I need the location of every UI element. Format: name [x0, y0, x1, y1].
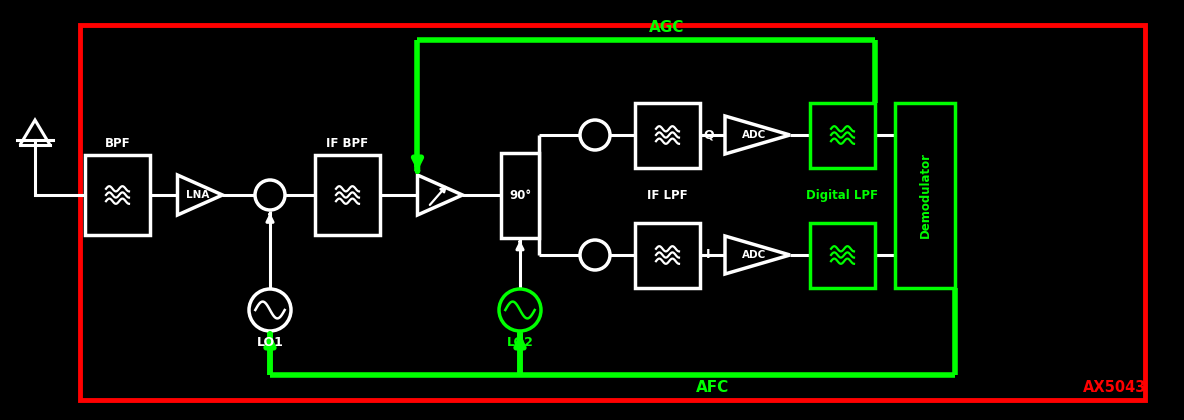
Text: I: I [706, 249, 710, 262]
Circle shape [580, 120, 610, 150]
Bar [635, 102, 700, 168]
Polygon shape [418, 175, 463, 215]
Text: LNA: LNA [186, 190, 210, 200]
Text: 90°: 90° [509, 189, 532, 202]
Polygon shape [725, 236, 790, 274]
Text: Q: Q [703, 129, 714, 142]
Text: ADC: ADC [742, 130, 766, 140]
Polygon shape [725, 116, 790, 154]
Text: IF BPF: IF BPF [327, 136, 368, 150]
Text: ADC: ADC [742, 250, 766, 260]
Bar [810, 102, 875, 168]
Text: BPF: BPF [104, 136, 130, 150]
Text: IF LPF: IF LPF [648, 189, 688, 202]
Text: LO1: LO1 [257, 336, 283, 349]
Bar [85, 155, 150, 235]
Bar [81, 25, 1145, 400]
Bar [895, 102, 955, 288]
Circle shape [255, 180, 285, 210]
Bar [810, 223, 875, 288]
Bar [501, 152, 539, 237]
Text: Digital LPF: Digital LPF [806, 189, 879, 202]
Circle shape [580, 240, 610, 270]
Text: AFC: AFC [696, 381, 729, 396]
Text: Demodulator: Demodulator [919, 152, 932, 238]
Bar [315, 155, 380, 235]
Circle shape [498, 289, 541, 331]
Text: AX5043: AX5043 [1083, 381, 1146, 396]
Polygon shape [178, 175, 223, 215]
Bar [635, 223, 700, 288]
Text: LO2: LO2 [507, 336, 534, 349]
Circle shape [249, 289, 291, 331]
Text: AGC: AGC [649, 19, 684, 34]
